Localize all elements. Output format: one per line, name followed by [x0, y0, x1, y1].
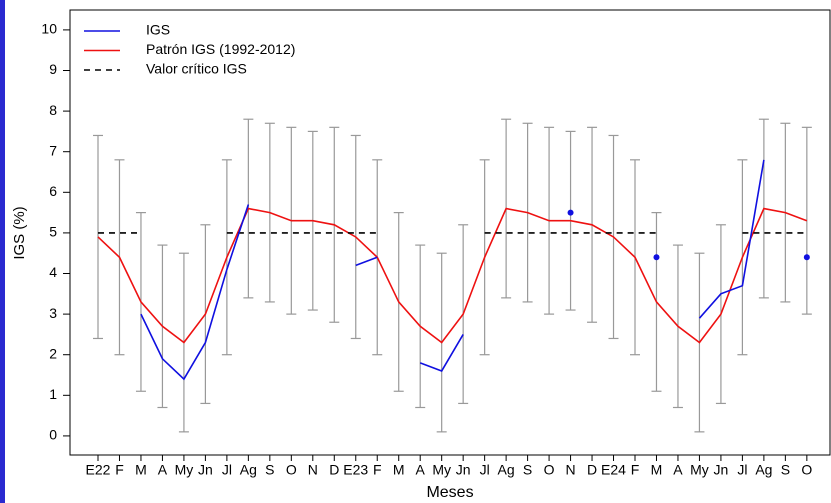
- x-tick-label: Ag: [498, 462, 515, 478]
- x-tick-label: A: [673, 462, 683, 478]
- x-tick-label: Jn: [198, 462, 213, 478]
- x-axis-label: Meses: [426, 484, 473, 501]
- x-tick-label: S: [265, 462, 274, 478]
- y-tick-label: 4: [49, 264, 57, 280]
- point: [803, 254, 810, 261]
- x-tick-label: My: [432, 462, 451, 478]
- x-tick-label: S: [523, 462, 532, 478]
- y-axis-label: IGS (%): [11, 206, 28, 259]
- point: [653, 254, 660, 261]
- y-tick-label: 9: [49, 61, 57, 77]
- point: [567, 209, 574, 216]
- y-tick-label: 1: [49, 386, 57, 402]
- x-tick-label: D: [587, 462, 597, 478]
- x-tick-label: Jl: [480, 462, 490, 478]
- x-tick-label: F: [631, 462, 640, 478]
- x-tick-label: E22: [86, 462, 111, 478]
- x-tick-label: O: [286, 462, 297, 478]
- series-line: [419, 334, 464, 372]
- x-tick-label: D: [329, 462, 339, 478]
- y-tick-label: 7: [49, 142, 57, 158]
- legend-label: IGS: [146, 22, 170, 38]
- x-tick-label: S: [781, 462, 790, 478]
- y-tick-label: 10: [41, 21, 57, 37]
- x-tick-label: My: [690, 462, 709, 478]
- x-tick-label: My: [175, 462, 194, 478]
- x-tick-label: O: [544, 462, 555, 478]
- x-tick-label: Jl: [222, 462, 232, 478]
- x-tick-label: F: [115, 462, 124, 478]
- x-tick-label: A: [416, 462, 426, 478]
- series-line: [97, 207, 808, 344]
- y-tick-label: 5: [49, 224, 57, 240]
- x-tick-label: M: [135, 462, 147, 478]
- x-tick-label: Jl: [737, 462, 747, 478]
- x-tick-label: M: [651, 462, 663, 478]
- series-line: [355, 256, 378, 267]
- window-edge: [0, 0, 5, 503]
- x-tick-label: N: [565, 462, 575, 478]
- series-line: [698, 159, 765, 319]
- x-tick-label: O: [801, 462, 812, 478]
- y-tick-label: 8: [49, 102, 57, 118]
- x-tick-label: Ag: [240, 462, 257, 478]
- y-tick-label: 3: [49, 305, 57, 321]
- x-tick-label: Jn: [714, 462, 729, 478]
- x-tick-label: Jn: [456, 462, 471, 478]
- x-tick-label: A: [158, 462, 168, 478]
- legend-label: Patrón IGS (1992-2012): [146, 41, 295, 57]
- y-tick-label: 6: [49, 183, 57, 199]
- x-tick-label: F: [373, 462, 382, 478]
- y-tick-label: 0: [49, 427, 57, 443]
- series-line: [140, 204, 250, 381]
- y-tick-label: 2: [49, 345, 57, 361]
- legend-label: Valor crítico IGS: [146, 61, 247, 77]
- x-tick-label: Ag: [755, 462, 772, 478]
- x-tick-label: M: [393, 462, 405, 478]
- x-tick-label: E23: [343, 462, 368, 478]
- x-tick-label: E24: [601, 462, 626, 478]
- x-tick-label: N: [308, 462, 318, 478]
